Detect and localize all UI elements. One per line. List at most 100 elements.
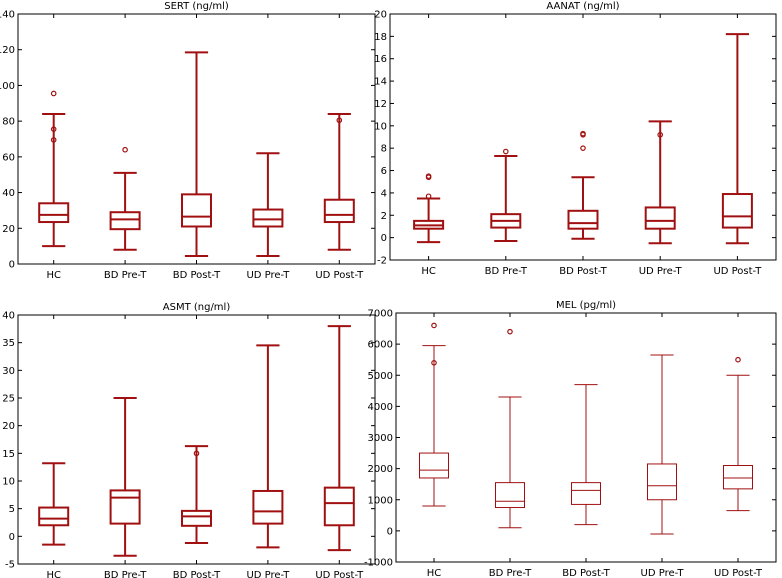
y-tick-label-aanat-3: 4 [381,188,387,199]
y-tick-label-asmt-8: 35 [2,338,15,349]
y-tick-label-sert-3: 60 [2,152,15,163]
x-tick-label-aanat-0: HC [421,266,436,277]
iqr-box-aanat-2 [567,209,599,230]
x-tick-label-aanat-2: BD Post-T [559,266,607,277]
box-asmt-0 [38,462,70,546]
iqr-box-sert-2 [181,193,212,228]
y-tick-label-mel-1: 0 [387,526,393,537]
outlier-sert-0-0 [50,90,57,97]
y-tick-label-sert-5: 100 [0,81,15,92]
y-tick-label-aanat-5: 8 [381,144,387,155]
x-tick-label-sert-4: UD Post-T [315,270,364,281]
y-tick-label-aanat-1: 0 [381,233,387,244]
y-tick-label-aanat-7: 12 [374,99,387,110]
box-aanat-1 [490,148,522,242]
iqr-box-sert-0 [38,202,70,224]
chart-title-sert: SERT (ng/ml) [164,1,229,12]
x-tick-label-sert-0: HC [46,270,61,281]
box-aanat-3 [644,120,676,245]
y-tick-label-sert-7: 140 [0,10,15,21]
y-tick-label-mel-2: 1000 [368,495,393,506]
y-tick-label-asmt-4: 15 [2,449,15,460]
iqr-box-mel-0 [419,452,449,479]
box-mel-2 [571,384,601,526]
y-tick-label-mel-4: 3000 [368,433,393,444]
outlier-aanat-3-0 [657,131,664,138]
x-tick-label-sert-3: UD Pre-T [246,270,290,281]
y-tick-label-mel-7: 6000 [368,340,393,351]
y-tick-label-aanat-6: 10 [374,121,387,132]
box-aanat-2 [567,130,599,240]
x-tick-label-asmt-0: HC [46,570,61,578]
box-sert-0 [38,90,70,248]
x-tick-label-asmt-2: BD Post-T [173,570,221,578]
y-tick-label-aanat-10: 18 [374,32,387,43]
y-tick-label-asmt-3: 10 [2,477,15,488]
x-tick-label-aanat-4: UD Post-T [713,266,762,277]
iqr-box-sert-3 [252,208,284,228]
box-mel-0 [419,322,449,507]
box-mel-4 [723,356,753,512]
y-tick-label-asmt-6: 25 [2,394,15,405]
outlier-aanat-2-1 [580,131,586,138]
x-tick-label-mel-3: UD Pre-T [641,568,685,578]
box-mel-3 [647,354,677,535]
box-sert-1 [109,146,141,251]
outlier-mel-1-0 [507,328,513,335]
iqr-box-sert-4 [323,198,355,224]
y-tick-label-aanat-8: 14 [374,77,387,88]
x-tick-label-mel-2: BD Post-T [562,568,610,578]
iqr-box-mel-3 [647,463,677,501]
y-tick-label-asmt-9: 40 [2,311,15,322]
panel-sert: SERT (ng/ml) 0 20 40 60 80 100 120 140 HC BD Pre-… [0,1,376,281]
box-sert-4 [323,113,355,251]
outlier-asmt-2-0 [193,450,200,457]
outlier-sert-4-0 [336,117,343,124]
y-tick-label-aanat-4: 6 [381,166,387,177]
x-tick-label-aanat-1: BD Pre-T [485,266,528,277]
y-tick-label-mel-8: 7000 [368,309,393,320]
outlier-mel-4-0 [735,356,741,363]
x-tick-label-asmt-1: BD Pre-T [104,570,147,578]
x-tick-label-mel-4: UD Post-T [714,568,763,578]
x-tick-label-asmt-3: UD Pre-T [246,570,290,578]
y-tick-label-mel-0: -1000 [364,558,393,569]
box-sert-2 [181,51,212,257]
iqr-box-sert-1 [109,211,141,231]
y-tick-label-aanat-11: 20 [374,10,387,21]
box-sert-3 [252,152,284,257]
outlier-aanat-0-2 [425,193,432,200]
chart-title-aanat: AANAT (ng/ml) [546,1,619,12]
outlier-aanat-2-2 [580,145,586,151]
outlier-aanat-0-1 [425,174,432,181]
y-tick-label-mel-5: 4000 [368,402,393,413]
y-tick-label-sert-4: 80 [2,117,15,128]
y-tick-label-sert-6: 120 [0,45,15,56]
x-tick-label-mel-1: BD Pre-T [489,568,532,578]
panel-aanat: AANAT (ng/ml) -2 0 2 4 6 8 10 12 14 16 18 20 HC BD Pr… [374,1,777,277]
panel-mel: MEL (pg/ml) -1000 0 1000 2000 3000 4000 5000 60… [364,300,777,578]
iqr-box-asmt-2 [181,509,212,527]
iqr-box-asmt-1 [109,489,141,525]
box-asmt-4 [323,325,355,552]
panel-asmt: ASMT (ng/ml) -5 0 5 10 15 20 25 30 35 40 HC BD Pre-… [2,302,376,578]
y-tick-label-sert-2: 40 [2,188,15,199]
y-tick-label-asmt-0: -5 [5,560,15,571]
box-asmt-3 [252,344,284,549]
x-tick-label-aanat-3: UD Pre-T [639,266,683,277]
x-tick-label-asmt-4: UD Post-T [315,570,364,578]
iqr-box-aanat-4 [721,193,753,229]
y-tick-label-aanat-9: 16 [374,54,387,65]
x-tick-label-mel-0: HC [427,568,442,578]
chart-title-mel: MEL (pg/ml) [556,300,616,311]
iqr-box-mel-1 [495,482,525,509]
y-tick-label-mel-3: 2000 [368,464,393,475]
outlier-sert-0-2 [50,137,57,143]
outlier-sert-1-0 [122,146,128,153]
outlier-sert-0-1 [50,126,57,132]
box-asmt-1 [109,397,141,557]
box-asmt-2 [181,445,212,544]
y-tick-label-asmt-2: 5 [9,504,15,515]
x-tick-label-sert-1: BD Pre-T [104,270,147,281]
